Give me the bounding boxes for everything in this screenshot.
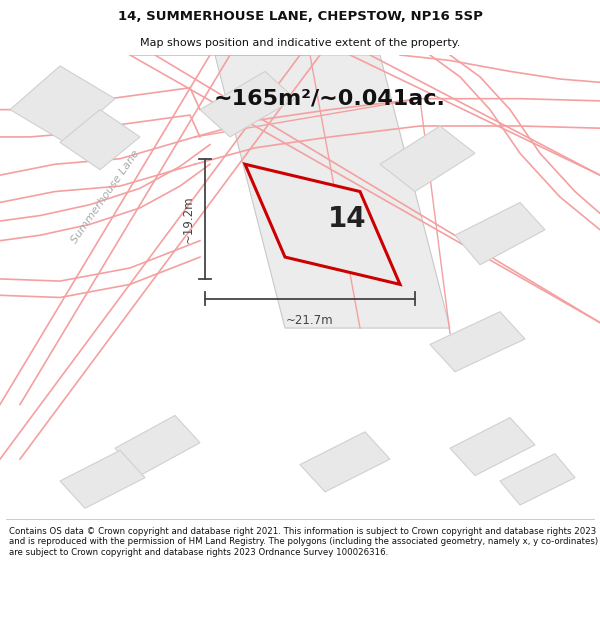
- Polygon shape: [200, 71, 295, 137]
- Polygon shape: [115, 416, 200, 476]
- Text: ~21.7m: ~21.7m: [286, 314, 334, 327]
- Text: 14, SUMMERHOUSE LANE, CHEPSTOW, NP16 5SP: 14, SUMMERHOUSE LANE, CHEPSTOW, NP16 5SP: [118, 10, 482, 23]
- Polygon shape: [300, 432, 390, 492]
- Polygon shape: [500, 454, 575, 505]
- Text: ~19.2m: ~19.2m: [182, 195, 195, 242]
- Text: Map shows position and indicative extent of the property.: Map shows position and indicative extent…: [140, 38, 460, 48]
- Polygon shape: [380, 126, 475, 191]
- Polygon shape: [60, 451, 145, 508]
- Polygon shape: [215, 55, 450, 328]
- Polygon shape: [245, 164, 400, 284]
- Polygon shape: [10, 66, 115, 142]
- Text: ~165m²/~0.041ac.: ~165m²/~0.041ac.: [214, 89, 446, 109]
- Polygon shape: [60, 109, 140, 169]
- Text: 14: 14: [328, 205, 367, 233]
- Text: Summerhouse Lane: Summerhouse Lane: [69, 149, 141, 246]
- Text: Contains OS data © Crown copyright and database right 2021. This information is : Contains OS data © Crown copyright and d…: [9, 527, 598, 557]
- Polygon shape: [430, 312, 525, 372]
- Polygon shape: [455, 202, 545, 265]
- Polygon shape: [450, 418, 535, 476]
